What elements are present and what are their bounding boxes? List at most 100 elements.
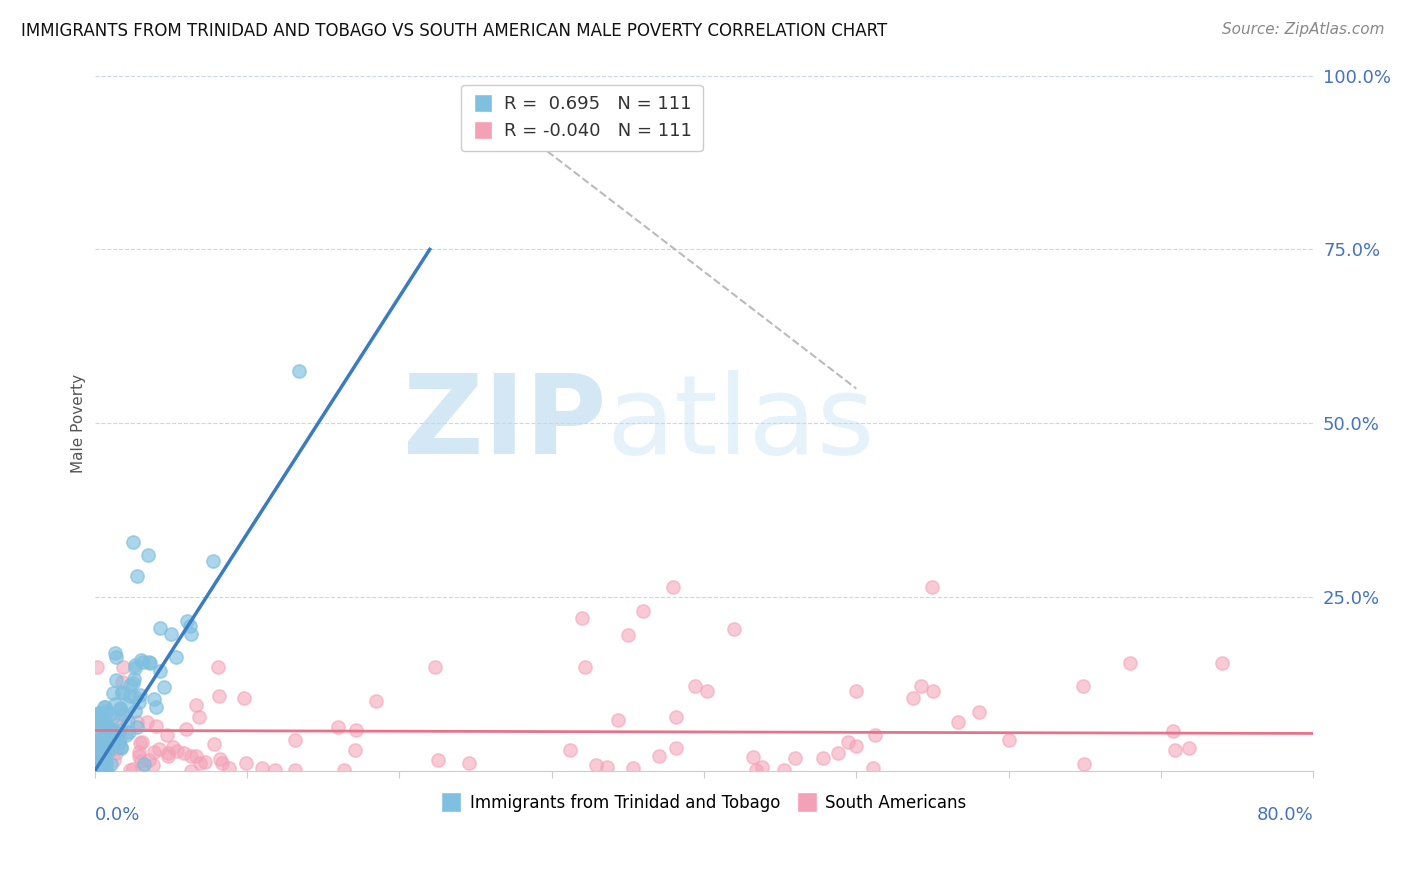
Point: [194, 755, 217, 769]
Point: [574, 660, 596, 674]
Point: [131, 735, 153, 749]
Point: [157, 746, 180, 760]
Point: [180, 764, 202, 778]
Point: [87, 764, 110, 779]
Point: [125, 715, 148, 730]
Point: [745, 763, 768, 777]
Point: [91, 751, 114, 765]
Point: [101, 722, 124, 736]
Point: [120, 677, 142, 691]
Point: [94, 756, 117, 770]
Point: [264, 763, 287, 777]
Point: [149, 665, 172, 679]
Point: [93, 738, 115, 752]
Point: [94, 750, 117, 764]
Point: [87, 754, 110, 768]
Point: [132, 655, 155, 669]
Point: [124, 661, 146, 675]
Point: [184, 748, 207, 763]
Point: [1163, 723, 1185, 738]
Point: [827, 746, 849, 760]
Point: [105, 673, 128, 687]
Point: [103, 709, 125, 723]
Point: [901, 691, 924, 706]
Text: 80.0%: 80.0%: [1257, 805, 1313, 824]
Point: [90, 731, 112, 746]
Point: [86, 723, 108, 738]
Point: [208, 752, 231, 766]
Point: [696, 684, 718, 698]
Point: [104, 646, 127, 660]
Point: [86, 756, 108, 771]
Point: [607, 713, 630, 727]
Point: [180, 749, 202, 764]
Point: [98, 726, 121, 740]
Point: [202, 737, 225, 751]
Point: [921, 683, 943, 698]
Point: [138, 655, 160, 669]
Point: [86, 730, 108, 744]
Point: [616, 628, 638, 642]
Point: [86, 764, 108, 778]
Point: [127, 569, 149, 583]
Point: [235, 756, 257, 771]
Point: [86, 764, 108, 779]
Point: [128, 736, 150, 750]
Point: [174, 722, 197, 736]
Point: [124, 704, 146, 718]
Point: [148, 742, 170, 756]
Point: [86, 764, 108, 779]
Point: [131, 761, 153, 775]
Point: [863, 729, 886, 743]
Point: [202, 554, 225, 568]
Point: [785, 751, 807, 765]
Point: [811, 751, 834, 765]
Point: [773, 764, 796, 778]
Point: [211, 756, 233, 771]
Point: [125, 720, 148, 734]
Point: [232, 691, 254, 706]
Point: [117, 714, 139, 729]
Point: [96, 704, 118, 718]
Point: [84, 714, 107, 728]
Point: [837, 735, 859, 749]
Text: Source: ZipAtlas.com: Source: ZipAtlas.com: [1222, 22, 1385, 37]
Point: [115, 729, 138, 743]
Point: [108, 723, 131, 737]
Point: [86, 762, 108, 776]
Point: [89, 706, 111, 720]
Y-axis label: Male Poverty: Male Poverty: [72, 374, 86, 473]
Point: [103, 735, 125, 749]
Point: [129, 754, 152, 768]
Point: [1071, 679, 1094, 693]
Point: [84, 756, 107, 771]
Point: [86, 764, 108, 779]
Point: [91, 764, 114, 778]
Point: [188, 710, 211, 724]
Point: [143, 692, 166, 706]
Point: [108, 701, 131, 715]
Point: [426, 753, 449, 767]
Text: atlas: atlas: [606, 370, 875, 477]
Point: [90, 739, 112, 753]
Point: [683, 679, 706, 693]
Point: [138, 656, 160, 670]
Point: [136, 549, 159, 563]
Point: [122, 675, 145, 690]
Point: [87, 737, 110, 751]
Point: [86, 747, 108, 761]
Point: [921, 580, 943, 594]
Point: [560, 743, 582, 757]
Point: [90, 747, 112, 761]
Point: [946, 714, 969, 729]
Point: [121, 534, 143, 549]
Point: [118, 724, 141, 739]
Point: [145, 719, 167, 733]
Point: [1163, 743, 1185, 757]
Point: [128, 695, 150, 709]
Point: [326, 720, 349, 734]
Point: [165, 650, 187, 665]
Legend: Immigrants from Trinidad and Tobago, South Americans: Immigrants from Trinidad and Tobago, Sou…: [434, 787, 973, 819]
Point: [142, 758, 165, 772]
Point: [110, 740, 132, 755]
